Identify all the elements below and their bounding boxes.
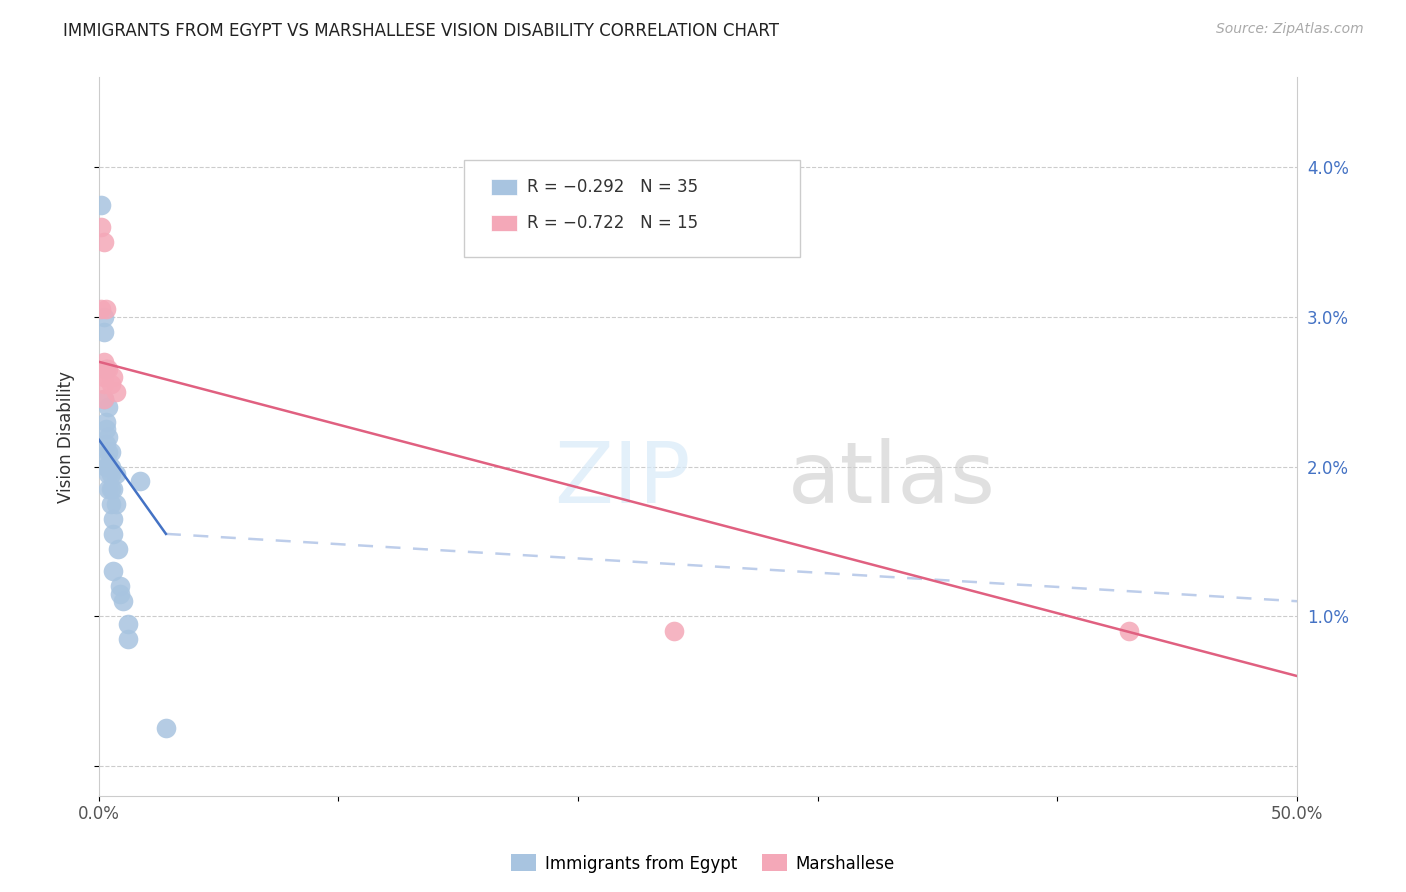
Point [97,482,120,496]
Text: Source: ZipAtlas.com: Source: ZipAtlas.com [1216,22,1364,37]
Text: IMMIGRANTS FROM EGYPT VS MARSHALLESE VISION DISABILITY CORRELATION CHART: IMMIGRANTS FROM EGYPT VS MARSHALLESE VIS… [63,22,779,40]
Point [97,362,120,376]
Point [128,475,150,489]
Point [90,302,112,317]
Point [93,310,115,324]
Point [97,444,120,458]
Point [94,422,117,436]
Point [93,325,115,339]
FancyBboxPatch shape [491,179,517,195]
Point [94,437,117,451]
Point [94,459,117,474]
Point [94,362,117,376]
Point [101,527,124,541]
Point [104,497,127,511]
Point [90,220,112,235]
Point [90,197,112,211]
Point [100,482,122,496]
Point [100,459,122,474]
Point [107,541,129,556]
Point [101,482,124,496]
Point [100,444,122,458]
Point [93,392,115,407]
Point [94,415,117,429]
Point [1118,624,1140,639]
Point [100,497,122,511]
Point [100,377,122,392]
Text: ZIP: ZIP [554,438,690,521]
Y-axis label: Vision Disability: Vision Disability [58,370,75,502]
FancyBboxPatch shape [464,160,800,257]
FancyBboxPatch shape [491,215,517,231]
Text: R = −0.292   N = 35: R = −0.292 N = 35 [527,178,697,196]
Point [104,384,127,399]
Point [93,392,115,407]
Point [155,722,177,736]
Point [94,452,117,467]
Point [97,429,120,443]
Point [117,616,139,631]
Point [93,355,115,369]
Point [101,512,124,526]
Point [117,632,139,646]
Point [94,302,117,317]
Text: atlas: atlas [787,438,995,521]
Point [93,377,115,392]
Point [110,587,132,601]
Point [93,235,115,249]
Point [101,564,124,578]
Point [97,400,120,414]
Point [93,369,115,384]
Point [101,369,124,384]
Point [111,594,134,608]
Point [110,579,132,593]
Legend: Immigrants from Egypt, Marshallese: Immigrants from Egypt, Marshallese [505,847,901,880]
Point [97,467,120,481]
Point [100,467,122,481]
Text: R = −0.722   N = 15: R = −0.722 N = 15 [527,214,697,232]
Point [662,624,685,639]
Point [97,459,120,474]
Point [94,362,117,376]
Point [104,467,127,481]
